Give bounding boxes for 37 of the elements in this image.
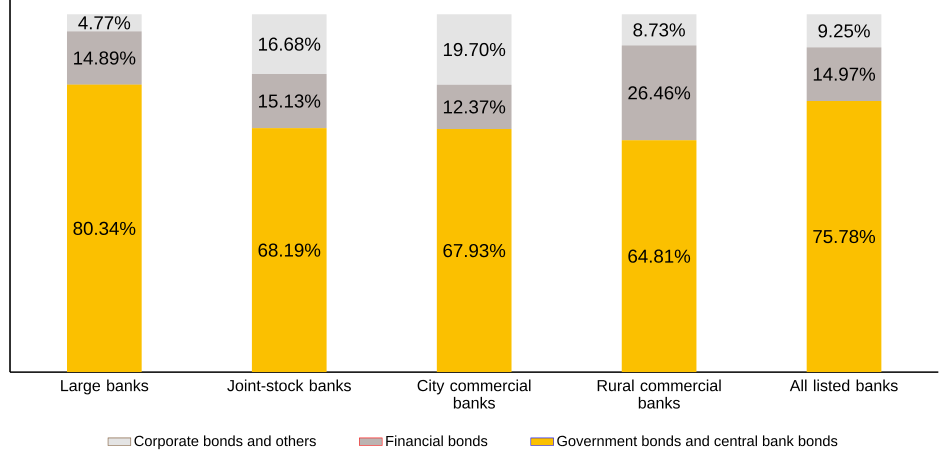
data-label: 64.81%	[628, 249, 690, 263]
data-label: 67.93%	[443, 244, 506, 258]
bar	[622, 140, 696, 372]
x-tick-label: All listed banks	[790, 379, 898, 392]
bar	[806, 14, 882, 48]
data-label: 14.97%	[814, 67, 876, 81]
data-label: 75.78%	[813, 230, 876, 244]
data-label: 4.77%	[78, 16, 130, 30]
data-label: 14.89%	[74, 51, 136, 65]
x-tick-label: City commercial banks	[418, 379, 530, 409]
data-label: 12.37%	[444, 100, 506, 114]
bar	[436, 84, 512, 129]
data-label: 80.34%	[73, 222, 136, 235]
data-label: 9.25%	[818, 24, 870, 38]
data-label: 16.68%	[259, 37, 320, 51]
bar	[806, 100, 882, 372]
x-tick-label: Large banks	[61, 379, 148, 394]
legend-label: Government bonds and central bank bonds	[557, 435, 838, 446]
data-label: 19.70%	[444, 42, 506, 56]
bar	[66, 84, 142, 372]
bar	[622, 45, 696, 140]
bar	[66, 31, 142, 85]
x-tick-label: Joint-stock banks	[227, 379, 351, 392]
bar	[436, 14, 512, 85]
bar	[806, 47, 882, 101]
data-label: 26.46%	[628, 86, 690, 100]
x-tick-label: Rural commercial banks	[598, 379, 721, 409]
legend-label: Financial bonds	[386, 435, 488, 446]
data-label: 8.73%	[633, 23, 685, 36]
data-label: 15.13%	[259, 94, 320, 108]
bar	[252, 74, 327, 128]
bar	[252, 128, 327, 372]
bar	[622, 14, 696, 46]
bar	[436, 128, 512, 372]
legend-label: Corporate bonds and others	[134, 435, 316, 449]
bar	[252, 14, 327, 74]
data-label: 68.19%	[258, 243, 320, 257]
